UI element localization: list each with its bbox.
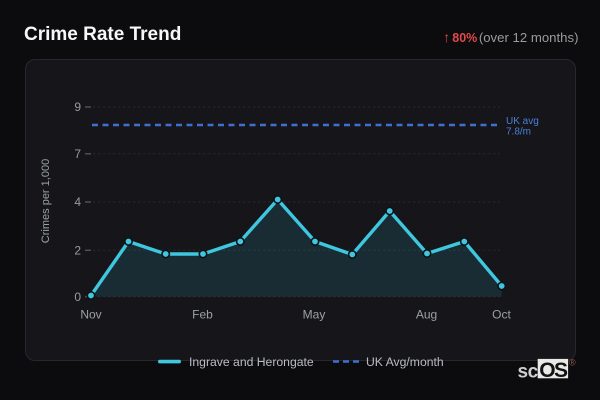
- svg-text:®: ®: [569, 358, 576, 368]
- svg-text:2: 2: [74, 244, 81, 258]
- svg-text:UK Avg/month: UK Avg/month: [366, 355, 444, 369]
- svg-text:0: 0: [74, 290, 81, 304]
- svg-text:UK avg: UK avg: [506, 116, 539, 127]
- svg-text:Aug: Aug: [416, 307, 437, 321]
- svg-text:9: 9: [74, 100, 81, 114]
- svg-text:Oct: Oct: [492, 307, 511, 321]
- svg-text:4: 4: [74, 195, 81, 209]
- svg-text:Nov: Nov: [80, 307, 101, 321]
- svg-text:May: May: [303, 307, 326, 321]
- svg-text:Crimes per 1,000: Crimes per 1,000: [40, 159, 52, 243]
- svg-text:OS: OS: [539, 359, 568, 382]
- svg-text:7: 7: [74, 147, 81, 161]
- svg-text:Feb: Feb: [192, 307, 213, 321]
- svg-text:sc: sc: [518, 362, 539, 383]
- svg-text:7.8/m: 7.8/m: [506, 127, 531, 138]
- svg-text:Ingrave and Herongate: Ingrave and Herongate: [189, 355, 314, 369]
